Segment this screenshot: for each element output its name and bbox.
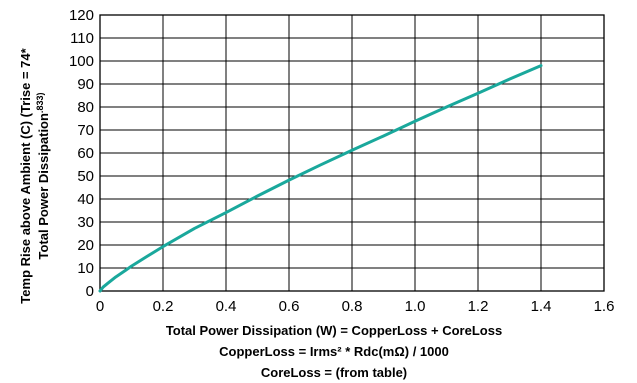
x-tick-label: 0.4 bbox=[216, 298, 237, 315]
y-axis-label-line-2: Total Power Dissipation.833) bbox=[35, 93, 51, 260]
y-axis-ticks: 0 10 20 30 40 50 60 70 80 90 100 110 120 bbox=[69, 7, 94, 300]
plot-area-frame bbox=[99, 14, 605, 292]
x-axis-ticks: 0 0.2 0.4 0.6 0.8 1.0 1.2 1.4 1.6 bbox=[96, 298, 615, 315]
x-tick-label: 1.4 bbox=[531, 298, 552, 315]
y-axis-label: Temp Rise above Ambient (C) (Trise = 74*… bbox=[18, 47, 51, 303]
y-tick-label: 20 bbox=[77, 237, 94, 254]
grid bbox=[99, 14, 605, 292]
y-tick-label: 80 bbox=[77, 99, 94, 116]
y-tick-label: 50 bbox=[77, 168, 94, 185]
x-tick-label: 0.2 bbox=[153, 298, 174, 315]
y-axis-label-line-1: Temp Rise above Ambient (C) (Trise = 74* bbox=[18, 47, 33, 303]
x-tick-label: 0 bbox=[96, 298, 104, 315]
x-axis-label-line-1: Total Power Dissipation (W) = CopperLoss… bbox=[166, 323, 502, 338]
x-tick-label: 1.2 bbox=[468, 298, 489, 315]
x-axis-label-line-3: CoreLoss = (from table) bbox=[261, 365, 407, 380]
x-tick-label: 0.8 bbox=[342, 298, 363, 315]
y-tick-label: 60 bbox=[77, 145, 94, 162]
x-axis-label-line-2: CopperLoss = Irms² * Rdc(mΩ) / 1000 bbox=[219, 344, 449, 359]
y-tick-label: 100 bbox=[69, 53, 94, 70]
x-tick-label: 1.0 bbox=[405, 298, 426, 315]
x-tick-label: 0.6 bbox=[279, 298, 300, 315]
y-tick-label: 30 bbox=[77, 214, 94, 231]
series-line bbox=[98, 64, 543, 293]
y-tick-label: 110 bbox=[70, 30, 94, 47]
y-tick-label: 10 bbox=[77, 260, 94, 277]
y-tick-label: 0 bbox=[86, 283, 94, 300]
y-tick-label: 120 bbox=[69, 7, 94, 24]
y-tick-label: 70 bbox=[77, 122, 94, 139]
y-tick-label: 90 bbox=[77, 76, 94, 93]
x-tick-label: 1.6 bbox=[594, 298, 615, 315]
y-tick-label: 40 bbox=[77, 191, 94, 208]
